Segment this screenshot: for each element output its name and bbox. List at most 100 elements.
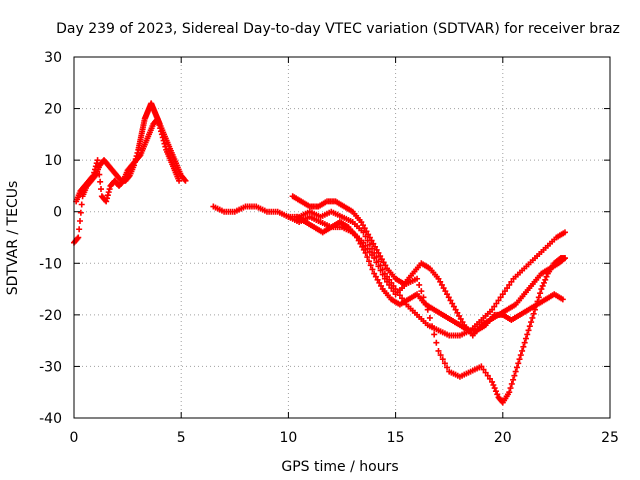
- plot-frame: [73, 56, 611, 419]
- data-point: [364, 245, 371, 252]
- x-axis-label: GPS time / hours: [281, 459, 398, 475]
- data-point: [452, 306, 459, 313]
- data-point: [74, 235, 81, 242]
- data-point: [372, 243, 379, 250]
- data-point: [433, 339, 440, 346]
- data-point: [525, 327, 532, 334]
- data-point: [159, 134, 166, 141]
- data-point: [360, 229, 367, 236]
- data-point: [519, 347, 526, 354]
- data-point: [95, 164, 102, 171]
- data-point: [537, 290, 544, 297]
- series-s2: [73, 115, 183, 205]
- data-point: [533, 302, 540, 309]
- data-point: [78, 201, 85, 208]
- y-tick-label: -40: [39, 411, 62, 427]
- data-point: [399, 295, 406, 302]
- data-point: [378, 256, 385, 263]
- data-point: [416, 281, 423, 288]
- data-point: [362, 249, 369, 256]
- data-point: [507, 385, 514, 392]
- data-point: [522, 335, 529, 342]
- data-point: [429, 323, 436, 330]
- data-point: [160, 137, 167, 144]
- data-point: [89, 173, 96, 180]
- data-point: [489, 306, 496, 313]
- grid-lines: [74, 57, 610, 418]
- data-point: [542, 276, 549, 283]
- data-point: [158, 131, 165, 138]
- data-point: [490, 381, 497, 388]
- x-tick-label: 10: [279, 430, 297, 446]
- data-point: [440, 285, 447, 292]
- data-point: [92, 166, 99, 173]
- data-point: [366, 258, 373, 265]
- data-point: [457, 315, 464, 322]
- data-point: [154, 115, 161, 122]
- data-point: [157, 125, 164, 132]
- data-point: [375, 249, 382, 256]
- y-axis-label: SDTVAR / TECUs: [5, 181, 21, 296]
- data-point: [377, 267, 384, 274]
- y-tick-label: 20: [44, 102, 62, 118]
- data-point: [357, 240, 364, 247]
- data-point: [482, 369, 489, 376]
- data-point: [373, 246, 380, 253]
- data-point: [493, 300, 500, 307]
- y-tick-label: -30: [39, 359, 62, 375]
- data-point: [540, 279, 547, 286]
- data-point: [376, 279, 383, 286]
- data-point: [381, 275, 388, 282]
- data-point: [442, 288, 449, 295]
- data-point: [530, 310, 537, 317]
- data-point: [368, 237, 375, 244]
- data-point: [506, 389, 513, 396]
- data-point: [531, 306, 538, 313]
- data-point: [371, 255, 378, 262]
- data-point: [426, 314, 433, 321]
- series-s1: [71, 100, 189, 246]
- data-point: [106, 186, 113, 193]
- data-point: [362, 242, 369, 249]
- y-tick-label: -10: [39, 256, 62, 272]
- data-point: [367, 262, 374, 269]
- data-point: [388, 285, 395, 292]
- data-point: [528, 319, 535, 326]
- data-point: [104, 195, 111, 202]
- data-point: [382, 262, 389, 269]
- data-point: [359, 243, 366, 250]
- data-point: [364, 254, 371, 261]
- data-point: [366, 234, 373, 241]
- data-point: [377, 253, 384, 260]
- data-point: [501, 288, 508, 295]
- data-points: [71, 100, 568, 406]
- data-point: [136, 153, 143, 160]
- data-point: [513, 364, 520, 371]
- data-point: [97, 178, 104, 185]
- data-point: [506, 281, 513, 288]
- data-point: [444, 291, 451, 298]
- data-point: [414, 275, 421, 282]
- data-point: [366, 241, 373, 248]
- x-tick-label: 15: [387, 430, 405, 446]
- data-point: [182, 177, 189, 184]
- data-point: [369, 252, 376, 259]
- data-point: [491, 385, 498, 392]
- x-tick-label: 5: [177, 430, 186, 446]
- data-point: [370, 240, 377, 247]
- data-point: [373, 259, 380, 266]
- data-point: [435, 347, 442, 354]
- data-point: [378, 282, 385, 289]
- data-point: [374, 276, 381, 283]
- data-point: [155, 118, 162, 125]
- data-point: [96, 171, 103, 178]
- y-tick-label: -20: [39, 308, 62, 324]
- data-point: [543, 273, 550, 280]
- x-tick-label: 20: [494, 430, 512, 446]
- data-point: [161, 140, 168, 147]
- data-point: [396, 292, 403, 299]
- chart-title: Day 239 of 2023, Sidereal Day-to-day VTE…: [56, 21, 620, 37]
- data-point: [369, 266, 376, 273]
- data-point: [491, 303, 498, 310]
